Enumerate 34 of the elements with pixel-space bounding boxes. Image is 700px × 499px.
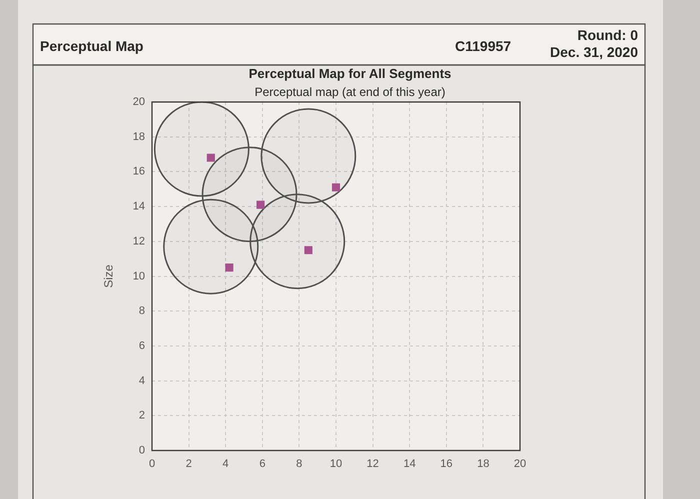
point bbox=[225, 264, 234, 272]
x-tick-label: 0 bbox=[148, 458, 156, 470]
text: Round: 0 bbox=[577, 27, 638, 43]
chart-subtitle: Perceptual map (at end of this year) bbox=[254, 85, 446, 99]
y-tick-label: 10 bbox=[132, 270, 145, 282]
y-tick-label: 12 bbox=[132, 235, 145, 248]
x-tick-label: 20 bbox=[514, 458, 526, 470]
point bbox=[304, 246, 312, 254]
y-tick-label: 16 bbox=[132, 166, 145, 178]
chart-title: Perceptual Map for All Segments bbox=[248, 66, 452, 81]
x-tick-label: 14 bbox=[403, 458, 416, 470]
y-tick-label: 8 bbox=[138, 305, 145, 318]
text: Perceptual Map bbox=[40, 38, 144, 54]
x-tick-label: 8 bbox=[296, 458, 302, 470]
x-tick-label: 6 bbox=[259, 458, 266, 470]
x-tick-label: 12 bbox=[366, 458, 379, 470]
y-tick-label: 6 bbox=[138, 340, 145, 352]
point bbox=[206, 154, 215, 162]
y-tick-label: 2 bbox=[138, 410, 145, 422]
point bbox=[332, 183, 340, 192]
x-tick-label: 2 bbox=[186, 458, 192, 470]
y-tick-label: 4 bbox=[138, 374, 145, 387]
x-tick-label: 4 bbox=[222, 458, 229, 470]
y-tick-label: 14 bbox=[132, 200, 145, 213]
text: C119957 bbox=[455, 38, 512, 54]
x-tick-label: 10 bbox=[330, 458, 342, 470]
x-tick-label: 18 bbox=[477, 458, 490, 470]
point bbox=[256, 200, 265, 209]
y-tick-label: 18 bbox=[132, 130, 145, 143]
y-tick-label: 0 bbox=[138, 444, 145, 457]
text: Dec. 31, 2020 bbox=[550, 44, 638, 60]
x-tick-label: 16 bbox=[440, 458, 453, 470]
y-tick-label: 20 bbox=[132, 96, 145, 108]
y-axis-title: Size bbox=[102, 264, 116, 288]
